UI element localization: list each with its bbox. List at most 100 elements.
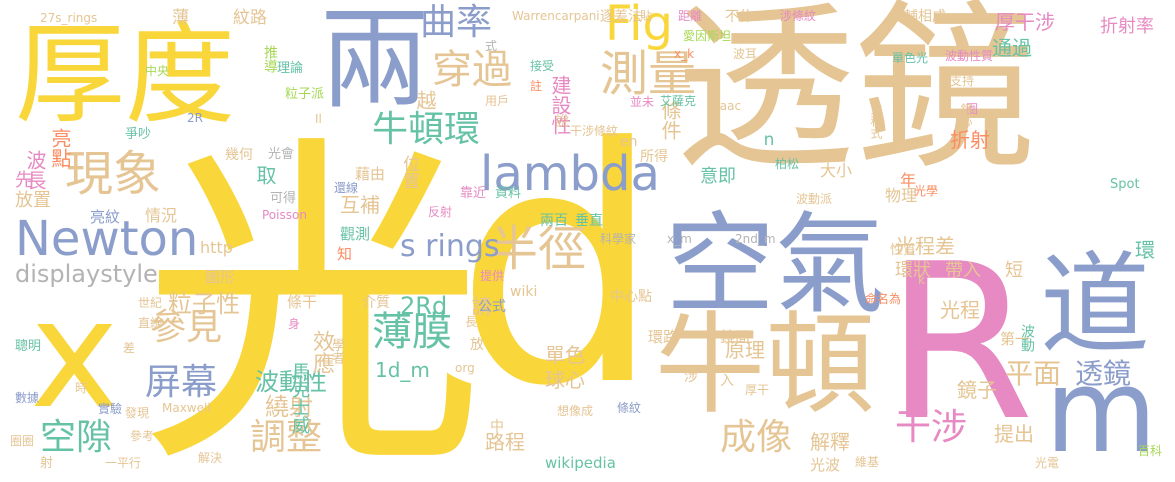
word-cloud-word: 波動 bbox=[1019, 324, 1035, 352]
word-cloud-word: Poisson bbox=[262, 208, 307, 222]
word-cloud-word: 牛頓 bbox=[655, 301, 875, 429]
word-cloud-word: 想像成 bbox=[557, 404, 594, 418]
word-cloud-word: 物理 bbox=[885, 186, 918, 205]
word-cloud-word: 波長 bbox=[23, 150, 47, 190]
word-cloud-word: 空隙 bbox=[40, 417, 113, 458]
word-cloud-word: 光程差 bbox=[895, 234, 955, 258]
word-cloud-word: 穿過 bbox=[432, 47, 512, 93]
word-cloud-word: 大小 bbox=[820, 161, 853, 180]
word-cloud-word: 2Rd bbox=[400, 292, 448, 320]
word-cloud-word: displaystyle bbox=[15, 260, 158, 288]
word-cloud-word: 道 bbox=[1040, 241, 1150, 369]
word-cloud-word: 鏡子 bbox=[957, 378, 997, 402]
word-cloud-word: x bbox=[30, 268, 119, 442]
word-cloud-word: 支持 bbox=[950, 74, 975, 88]
word-cloud-word: 波動派 bbox=[796, 192, 833, 206]
word-cloud-word: 光程 bbox=[940, 298, 980, 322]
word-cloud-word: 身 bbox=[288, 317, 301, 331]
word-cloud-word: 平面 bbox=[1005, 357, 1062, 390]
word-cloud-word: 曲率 bbox=[420, 2, 493, 43]
word-cloud-word: 觀測 bbox=[340, 225, 371, 243]
word-cloud-word: 空氣 bbox=[665, 201, 885, 329]
word-cloud-word: 放置 bbox=[15, 190, 51, 211]
word-cloud-word: 介質 bbox=[362, 295, 390, 311]
word-cloud-word: 粒子性 bbox=[168, 290, 240, 318]
word-cloud-word: 互補 bbox=[340, 193, 380, 217]
word-cloud-word: http bbox=[200, 238, 233, 257]
word-cloud-word: 發現 bbox=[125, 406, 150, 420]
word-cloud-word: Il bbox=[315, 112, 322, 126]
word-cloud-word: 粒子派 bbox=[285, 87, 325, 102]
word-cloud-word: 兩 bbox=[320, 0, 430, 124]
word-cloud-word: 馬克士威 bbox=[289, 362, 310, 434]
word-cloud-word: 科學家 bbox=[600, 232, 637, 246]
word-cloud-word: 提出 bbox=[994, 422, 1034, 446]
word-cloud-word: 維基 bbox=[855, 455, 880, 469]
word-cloud-word: 越 bbox=[413, 90, 437, 110]
word-cloud-word: 性質 bbox=[890, 243, 917, 258]
word-cloud-word: 差 bbox=[123, 341, 136, 355]
word-cloud-word: 參考 bbox=[130, 429, 155, 443]
word-cloud-word: 理論 bbox=[277, 61, 304, 76]
word-cloud-word: 干涉條紋 bbox=[570, 124, 619, 138]
word-cloud-word: 光 bbox=[140, 109, 485, 482]
word-cloud-word: 直線 bbox=[138, 316, 163, 330]
word-cloud-word: 百科 bbox=[1138, 444, 1163, 458]
word-cloud-word: 27s_rings bbox=[40, 11, 98, 25]
word-cloud-word: 艾薩克 bbox=[660, 94, 697, 108]
word-cloud-word: 環狀 bbox=[895, 260, 931, 281]
word-cloud-word: 靠近 bbox=[460, 186, 487, 201]
word-cloud-word: 圖形 bbox=[205, 268, 236, 286]
word-cloud-word: 情況 bbox=[145, 206, 178, 225]
word-cloud-word: 方程式 bbox=[869, 103, 883, 139]
word-cloud-word: 放 bbox=[470, 337, 484, 353]
word-cloud-word: 亮點 bbox=[48, 128, 72, 168]
word-cloud-word: 說 bbox=[555, 114, 569, 130]
word-cloud-word: 取 bbox=[253, 165, 277, 185]
word-cloud-word: x_k bbox=[674, 47, 695, 61]
word-cloud-word: 折射 bbox=[950, 128, 990, 152]
word-cloud-word: 條干 bbox=[287, 293, 318, 311]
word-cloud-word: wikipedia bbox=[545, 454, 616, 472]
word-cloud-word: 圈圈 bbox=[10, 434, 35, 448]
word-cloud-word: 請 bbox=[468, 296, 492, 316]
word-cloud-word: 涉條紋 bbox=[780, 9, 817, 23]
word-cloud-word: 環路 bbox=[648, 328, 679, 346]
word-cloud-word: 學者 bbox=[329, 338, 344, 364]
word-cloud-word: 1d_m bbox=[375, 358, 430, 382]
word-cloud-word: 柏松 bbox=[775, 157, 800, 171]
word-cloud-word: Maxwell bbox=[162, 401, 211, 415]
word-cloud-word: 厚度 bbox=[15, 11, 235, 139]
word-cloud-word: 逐差法 bbox=[600, 9, 642, 25]
word-cloud-word: n bbox=[759, 130, 779, 150]
word-cloud-word: 入 bbox=[720, 373, 734, 389]
word-cloud-word: 幾何 bbox=[225, 147, 253, 163]
word-cloud-word: 測量 bbox=[600, 46, 697, 102]
word-cloud-word: 建設性 bbox=[548, 75, 572, 135]
word-cloud-word: 涉 bbox=[684, 369, 698, 385]
word-cloud-word: 透鏡 bbox=[1075, 357, 1132, 390]
word-cloud-word: Spot bbox=[1110, 177, 1140, 192]
word-cloud-word: 波動性質 bbox=[945, 49, 994, 63]
word-cloud-word: 屏幕 bbox=[145, 362, 218, 403]
word-cloud-word: 中央 bbox=[145, 64, 170, 78]
word-cloud-word: 藉由 bbox=[355, 165, 386, 183]
word-cloud-word: 現象 bbox=[65, 146, 162, 202]
word-cloud-word: org bbox=[455, 361, 475, 375]
word-cloud-word: 調整 bbox=[250, 417, 323, 458]
word-cloud-word: 愛因斯坦 bbox=[683, 29, 732, 43]
word-cloud-word: 短 bbox=[1005, 260, 1023, 281]
word-cloud-word: 兩百 bbox=[540, 213, 568, 229]
word-cloud-word: 先 bbox=[15, 170, 33, 191]
word-cloud-word: 紋路 bbox=[233, 8, 267, 28]
word-cloud-word: wiki bbox=[510, 284, 538, 300]
word-cloud-word: 爭吵 bbox=[125, 127, 152, 142]
word-cloud-word: 接受 bbox=[530, 59, 555, 73]
word-cloud-word: 所得 bbox=[640, 149, 668, 165]
word-cloud-word: 位置 bbox=[399, 155, 419, 189]
word-cloud-word: 世紀 bbox=[138, 296, 163, 310]
word-cloud-word: 反射 bbox=[428, 205, 453, 219]
word-cloud-word: 光波 bbox=[810, 456, 841, 474]
word-cloud-word: 時 bbox=[75, 381, 88, 395]
word-cloud-word: 單色 bbox=[545, 343, 585, 367]
